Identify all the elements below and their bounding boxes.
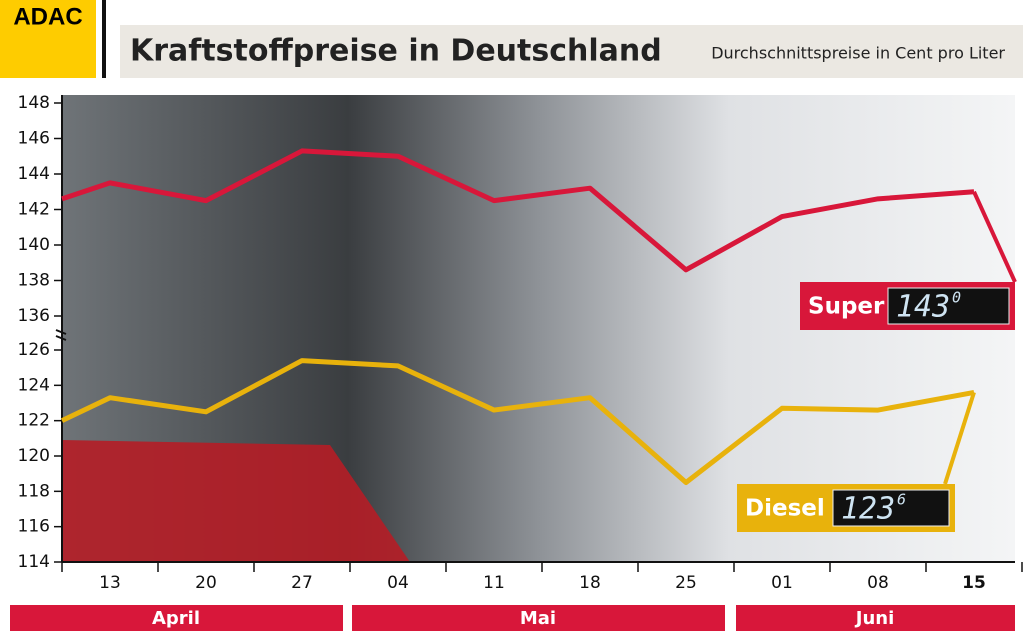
line — [61, 148, 975, 273]
y-tick-label: 142 — [18, 200, 50, 220]
x-tick-label: 20 — [195, 573, 217, 593]
x-tick-label: 01 — [771, 573, 793, 593]
leader — [972, 190, 1017, 283]
y-tick-label: 114 — [18, 552, 50, 572]
y-tick-label: 136 — [18, 306, 50, 326]
chart-subtitle: Durchschnittspreise in Cent pro Liter — [711, 44, 1005, 63]
display-tenth: 0 — [952, 289, 961, 307]
y-tick-label: 116 — [18, 517, 50, 537]
x-tick-label: 18 — [579, 573, 601, 593]
logo: ADAC — [13, 3, 82, 30]
y-tick-label: 122 — [18, 411, 50, 431]
month-bar — [10, 605, 343, 631]
x-tick-label: 13 — [99, 573, 121, 593]
y-tick-label: 144 — [18, 164, 50, 184]
month-bar — [352, 605, 725, 631]
display-value: 143 — [896, 290, 950, 325]
month-label: Juni — [854, 608, 895, 629]
leader — [943, 391, 976, 485]
y-tick-label: 120 — [18, 446, 50, 466]
month-label: Mai — [520, 608, 556, 629]
legend-label: Diesel — [745, 496, 825, 522]
display — [832, 489, 950, 527]
title-band — [120, 25, 1023, 78]
display-value: 123 — [841, 492, 895, 527]
photo-pump — [62, 440, 410, 562]
x-tick-label: 27 — [291, 573, 313, 593]
y-tick-label: 138 — [18, 271, 50, 291]
logo-box — [0, 0, 96, 78]
axis-panel — [0, 95, 62, 562]
x-tick-label: 08 — [867, 573, 889, 593]
logo-rule — [102, 0, 106, 78]
display-tenth: 6 — [897, 491, 906, 509]
y-tick-label: 146 — [18, 129, 50, 149]
chart-title: Kraftstoffpreise in Deutschland — [130, 34, 662, 69]
line — [60, 358, 975, 485]
y-tick-label: 126 — [18, 340, 50, 360]
x-tick-label: 15 — [962, 573, 986, 593]
x-tick-label: 11 — [483, 573, 505, 593]
y-tick-label: 124 — [18, 375, 50, 395]
display — [887, 287, 1010, 325]
legend-label: Super — [808, 294, 885, 320]
month-label: April — [152, 608, 200, 629]
y-tick-label: 118 — [18, 481, 50, 501]
x-tick-label: 25 — [675, 573, 697, 593]
y-tick-label: 148 — [18, 93, 50, 113]
y-tick-label: 140 — [18, 235, 50, 255]
month-bar — [736, 605, 1015, 631]
x-tick-label: 04 — [387, 573, 409, 593]
